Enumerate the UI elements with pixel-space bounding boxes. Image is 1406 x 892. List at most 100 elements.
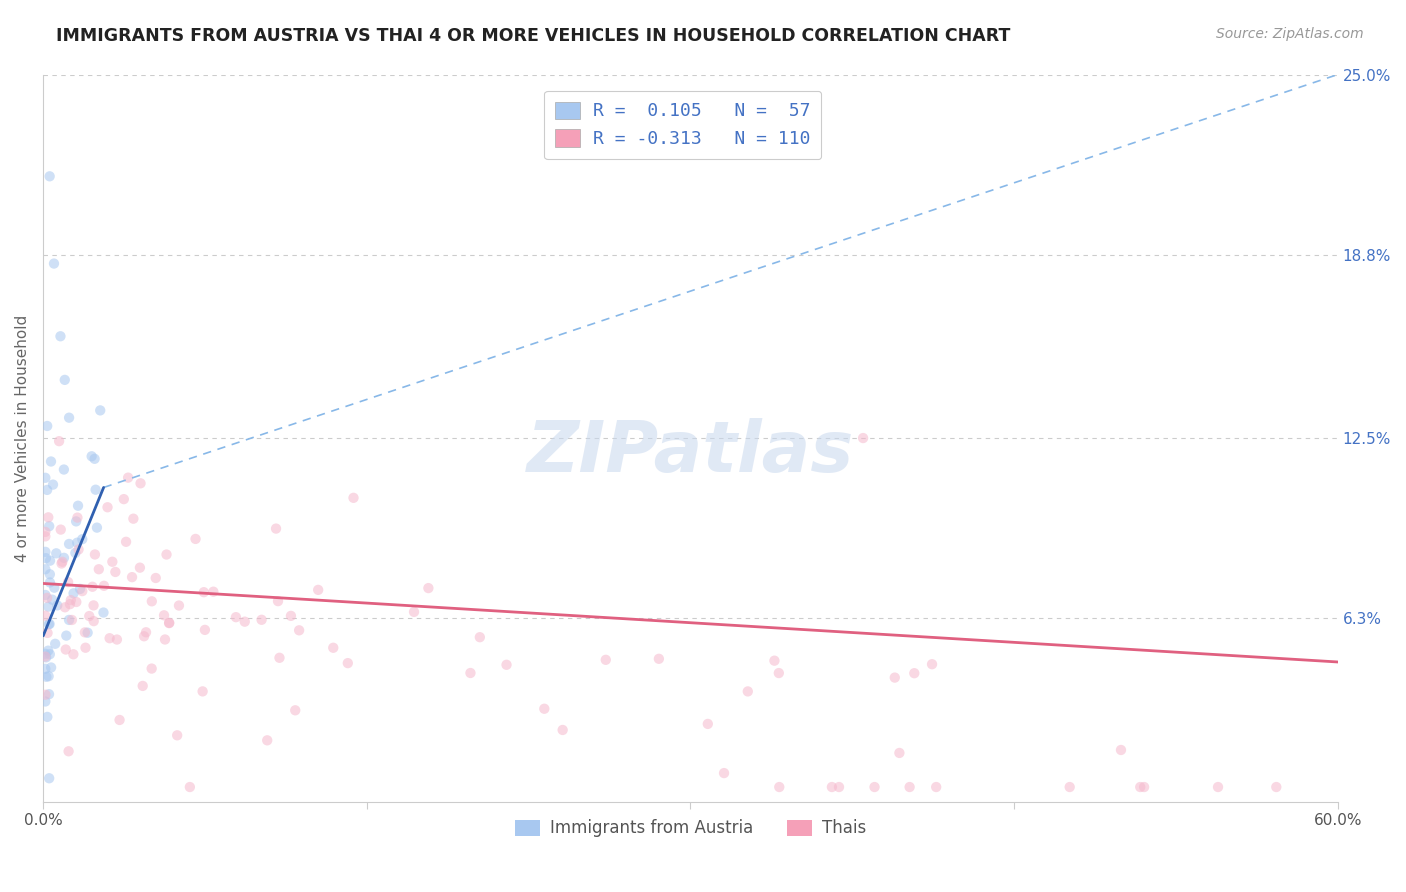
Point <box>38 617 60 632</box>
Point <box>58 537 80 551</box>
Point <box>49 523 72 537</box>
Point <box>38 687 60 701</box>
Point <box>76 625 98 640</box>
Point <box>1133 780 1156 794</box>
Point <box>184 532 207 546</box>
Point <box>34 694 56 708</box>
Point <box>58 613 80 627</box>
Point <box>51 555 73 569</box>
Point <box>34 524 56 539</box>
Point <box>51 557 73 571</box>
Point <box>883 671 905 685</box>
Point <box>93 579 115 593</box>
Point <box>129 476 152 491</box>
Point <box>129 560 152 574</box>
Point <box>42 477 65 491</box>
Point <box>80 450 103 464</box>
Point <box>264 522 287 536</box>
Point <box>72 584 94 599</box>
Point <box>153 608 176 623</box>
Point <box>66 510 89 524</box>
Point <box>37 419 59 434</box>
Point <box>38 771 60 785</box>
Point <box>83 614 105 628</box>
Point <box>225 610 247 624</box>
Point <box>1109 743 1132 757</box>
Point <box>179 780 201 794</box>
Point <box>35 591 58 605</box>
Point <box>96 500 118 515</box>
Point <box>768 666 790 681</box>
Point <box>104 565 127 579</box>
Point <box>73 625 96 640</box>
Point <box>37 483 59 497</box>
Point <box>53 600 76 615</box>
Point <box>35 551 58 566</box>
Point <box>132 629 155 643</box>
Point <box>863 780 886 794</box>
Point <box>307 582 329 597</box>
Point <box>889 746 911 760</box>
Point <box>925 780 948 794</box>
Y-axis label: 4 or more Vehicles in Household: 4 or more Vehicles in Household <box>15 314 30 562</box>
Point <box>166 728 188 742</box>
Point <box>56 575 79 590</box>
Point <box>267 594 290 608</box>
Point <box>903 666 925 681</box>
Point <box>193 585 215 599</box>
Point <box>44 637 66 651</box>
Point <box>37 510 59 524</box>
Point <box>342 491 364 505</box>
Point <box>108 713 131 727</box>
Text: ZIPatlas: ZIPatlas <box>527 418 855 487</box>
Point <box>55 642 77 657</box>
Point <box>67 499 90 513</box>
Point <box>52 550 75 565</box>
Point <box>39 454 62 468</box>
Point <box>39 554 62 568</box>
Point <box>83 599 105 613</box>
Point <box>34 471 56 485</box>
Point <box>34 649 56 664</box>
Point <box>35 650 58 665</box>
Point <box>202 584 225 599</box>
Point <box>495 657 517 672</box>
Point <box>122 511 145 525</box>
Point <box>53 373 76 387</box>
Point <box>84 548 107 562</box>
Point <box>66 535 89 549</box>
Point <box>77 609 100 624</box>
Point <box>75 640 97 655</box>
Point <box>65 515 87 529</box>
Point <box>42 256 65 270</box>
Point <box>250 613 273 627</box>
Point <box>117 470 139 484</box>
Point <box>34 662 56 676</box>
Point <box>38 567 60 582</box>
Point <box>89 403 111 417</box>
Point <box>59 597 82 611</box>
Text: IMMIGRANTS FROM AUSTRIA VS THAI 4 OR MORE VEHICLES IN HOUSEHOLD CORRELATION CHAR: IMMIGRANTS FROM AUSTRIA VS THAI 4 OR MOR… <box>56 27 1011 45</box>
Point <box>336 656 359 670</box>
Point <box>44 581 66 595</box>
Point <box>46 599 69 613</box>
Point <box>52 462 75 476</box>
Point <box>155 548 177 562</box>
Point <box>112 492 135 507</box>
Point <box>34 588 56 602</box>
Point <box>38 575 60 590</box>
Point <box>468 630 491 644</box>
Point <box>49 329 72 343</box>
Point <box>38 169 60 184</box>
Point <box>82 580 104 594</box>
Text: Source: ZipAtlas.com: Source: ZipAtlas.com <box>1216 27 1364 41</box>
Point <box>141 662 163 676</box>
Point <box>69 582 91 596</box>
Point <box>828 780 851 794</box>
Point <box>921 657 943 672</box>
Point <box>191 684 214 698</box>
Point <box>34 562 56 576</box>
Point <box>101 555 124 569</box>
Point <box>34 545 56 559</box>
Point <box>418 581 440 595</box>
